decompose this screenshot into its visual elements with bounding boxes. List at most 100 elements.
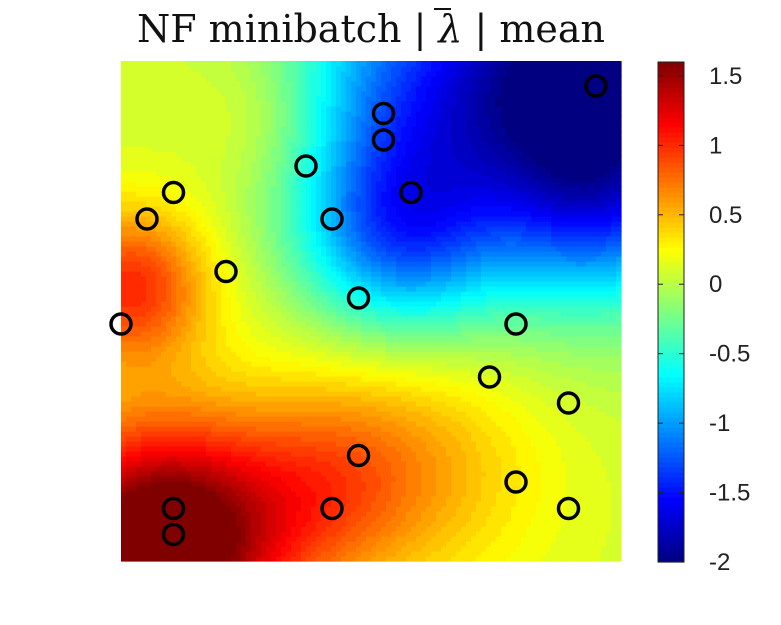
heatmap-cell [126, 236, 132, 242]
heatmap-cell [351, 451, 357, 457]
heatmap-cell [236, 186, 242, 192]
heatmap-cell [206, 556, 212, 562]
heatmap-cell [361, 196, 367, 202]
heatmap-cell [186, 426, 192, 432]
heatmap-cell [286, 176, 292, 182]
heatmap-cell [176, 436, 182, 442]
heatmap-cell [136, 66, 142, 72]
heatmap-cell [256, 226, 262, 232]
heatmap-cell [266, 341, 272, 347]
heatmap-cell [366, 286, 372, 292]
heatmap-cell [241, 156, 247, 162]
heatmap-cell [236, 416, 242, 422]
heatmap-cell [141, 531, 147, 537]
heatmap-cell [191, 281, 197, 287]
heatmap-cell [176, 511, 182, 517]
heatmap-cell [346, 196, 352, 202]
heatmap-cell [201, 311, 207, 317]
heatmap-cell [256, 531, 262, 537]
heatmap-cell [326, 91, 332, 97]
heatmap-cell [136, 271, 142, 277]
heatmap-cell [201, 66, 207, 72]
heatmap-cell [276, 436, 282, 442]
heatmap-cell [316, 436, 322, 442]
heatmap-cell [241, 476, 247, 482]
heatmap-cell [281, 496, 287, 502]
heatmap-cell [206, 431, 212, 437]
heatmap-cell [296, 206, 302, 212]
heatmap-cell [141, 186, 147, 192]
heatmap-cell [276, 341, 282, 347]
heatmap-cell [201, 391, 207, 397]
heatmap-cell [336, 541, 342, 547]
heatmap-cell [321, 111, 327, 117]
heatmap-cell [136, 231, 142, 237]
heatmap-cell [291, 96, 297, 102]
heatmap-cell [226, 186, 232, 192]
heatmap-cell [121, 476, 127, 482]
heatmap-cell [326, 431, 332, 437]
heatmap-cell [171, 331, 177, 337]
heatmap-cell [346, 186, 352, 192]
heatmap-cell [241, 331, 247, 337]
heatmap-cell [361, 516, 367, 522]
heatmap-cell [156, 131, 162, 137]
heatmap-cell [121, 496, 127, 502]
heatmap-cell [211, 176, 217, 182]
heatmap-cell [256, 256, 262, 262]
heatmap-cell [351, 421, 357, 427]
heatmap-cell [301, 261, 307, 267]
heatmap-cell [171, 506, 177, 512]
heatmap-cell [326, 296, 332, 302]
heatmap-cell [216, 171, 222, 177]
heatmap-cell [316, 366, 322, 372]
heatmap-cell [241, 381, 247, 387]
heatmap-cell [316, 466, 322, 472]
heatmap-cell [171, 471, 177, 477]
heatmap-cell [276, 121, 282, 127]
heatmap-cell [316, 231, 322, 237]
heatmap-cell [266, 266, 272, 272]
heatmap-cell [341, 141, 347, 147]
heatmap-cell [226, 266, 232, 272]
heatmap-cell [301, 431, 307, 437]
heatmap-cell [136, 151, 142, 157]
heatmap-cell [356, 271, 362, 277]
heatmap-cell [171, 526, 177, 532]
heatmap-cell [326, 286, 332, 292]
heatmap-cell [356, 516, 362, 522]
heatmap-cell [191, 141, 197, 147]
heatmap-cell [241, 366, 247, 372]
heatmap-cell [356, 146, 362, 152]
heatmap-cell [151, 346, 157, 352]
heatmap-cell [351, 476, 357, 482]
heatmap-cell [191, 536, 197, 542]
heatmap-cell [196, 311, 202, 317]
heatmap-cell [241, 191, 247, 197]
heatmap-cell [136, 526, 142, 532]
heatmap-cell [306, 441, 312, 447]
heatmap-cell [141, 501, 147, 507]
heatmap-cell [261, 256, 267, 262]
heatmap-cell [286, 96, 292, 102]
heatmap-cell [251, 186, 257, 192]
heatmap-cell [166, 266, 172, 272]
heatmap-cell [176, 301, 182, 307]
heatmap-cell [201, 516, 207, 522]
heatmap-cell [331, 276, 337, 282]
heatmap-cell [306, 431, 312, 437]
heatmap-cell [286, 181, 292, 187]
heatmap-cell [156, 556, 162, 562]
heatmap-cell [321, 436, 327, 442]
heatmap-cell [216, 241, 222, 247]
heatmap-cell [261, 406, 267, 412]
heatmap-cell [231, 331, 237, 337]
heatmap-cell [166, 241, 172, 247]
heatmap-cell [261, 191, 267, 197]
heatmap-cell [321, 96, 327, 102]
heatmap-cell [281, 426, 287, 432]
heatmap-cell [141, 386, 147, 392]
heatmap-cell [206, 371, 212, 377]
heatmap-cell [221, 231, 227, 237]
heatmap-cell [186, 236, 192, 242]
